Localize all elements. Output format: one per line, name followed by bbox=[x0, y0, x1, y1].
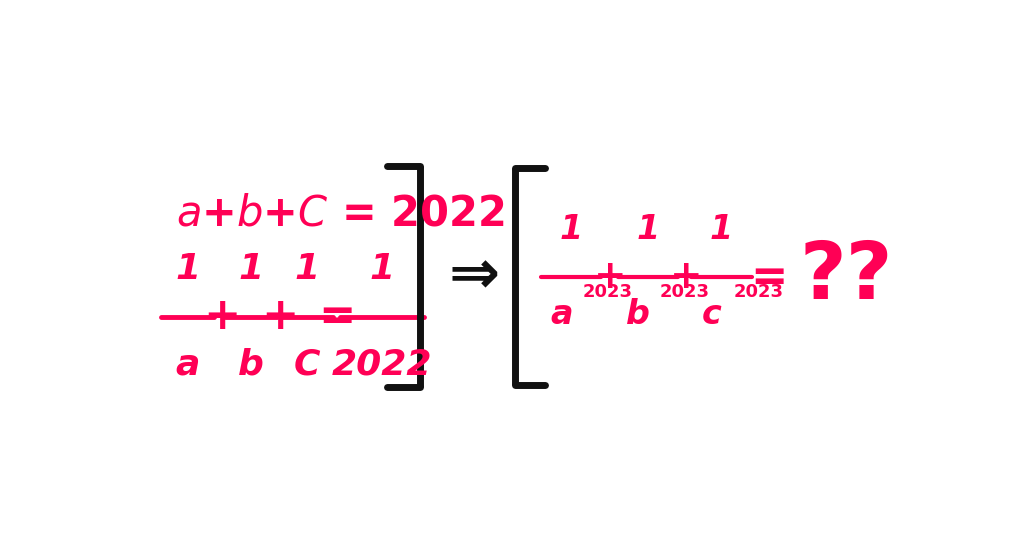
Text: 1: 1 bbox=[710, 213, 733, 246]
Text: $\mathit{a}$+$\mathit{b}$+$\mathit{C}$ = 2022: $\mathit{a}$+$\mathit{b}$+$\mathit{C}$ =… bbox=[176, 192, 505, 234]
Text: +: + bbox=[262, 295, 299, 338]
Text: +: + bbox=[203, 295, 241, 338]
Text: ⇒: ⇒ bbox=[449, 248, 500, 307]
Text: ??: ?? bbox=[800, 238, 893, 316]
Text: 1: 1 bbox=[175, 252, 200, 286]
Text: b: b bbox=[238, 347, 264, 381]
Text: a: a bbox=[175, 347, 200, 381]
Text: a: a bbox=[550, 298, 572, 331]
Text: 1: 1 bbox=[239, 252, 263, 286]
Text: c: c bbox=[702, 298, 722, 331]
Text: +: + bbox=[594, 258, 627, 296]
Text: 2023: 2023 bbox=[659, 283, 710, 301]
Text: =: = bbox=[751, 256, 787, 299]
Text: =: = bbox=[318, 295, 355, 338]
Text: 1: 1 bbox=[294, 252, 319, 286]
Text: 1: 1 bbox=[559, 213, 583, 246]
Text: 1: 1 bbox=[636, 213, 659, 246]
Text: 2023: 2023 bbox=[583, 283, 633, 301]
Text: +: + bbox=[670, 258, 702, 296]
Text: b: b bbox=[627, 298, 650, 331]
Text: 1: 1 bbox=[370, 252, 394, 286]
Text: C: C bbox=[293, 347, 319, 381]
Text: 2023: 2023 bbox=[733, 283, 783, 301]
Text: 2022: 2022 bbox=[332, 347, 432, 381]
